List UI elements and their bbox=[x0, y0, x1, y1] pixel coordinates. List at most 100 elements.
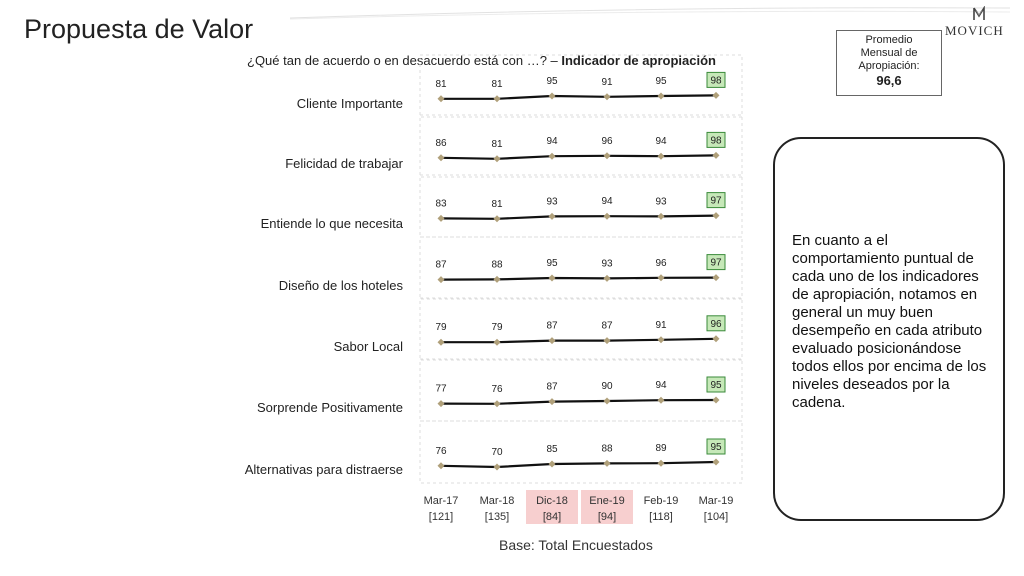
data-point-marker bbox=[712, 396, 720, 404]
data-label: 83 bbox=[435, 198, 447, 209]
row-guide-box bbox=[419, 236, 743, 300]
data-label: 70 bbox=[491, 447, 503, 458]
data-label: 91 bbox=[601, 77, 613, 88]
data-point-marker bbox=[437, 400, 445, 408]
data-label: 81 bbox=[491, 199, 503, 210]
average-value: 96,6 bbox=[876, 73, 902, 88]
sample-size-label: [121] bbox=[429, 511, 453, 523]
data-label: 87 bbox=[435, 260, 447, 271]
data-label: 95 bbox=[546, 76, 558, 87]
data-point-marker bbox=[657, 212, 665, 220]
x-tick-label: Feb-19 bbox=[644, 495, 679, 507]
data-point-marker bbox=[493, 463, 501, 471]
latest-value-box bbox=[706, 192, 726, 209]
sample-size-label: [135] bbox=[485, 511, 509, 523]
data-point-marker bbox=[603, 274, 611, 282]
data-point-marker bbox=[712, 151, 720, 159]
sample-size-label: [118] bbox=[649, 511, 673, 523]
data-point-marker bbox=[548, 92, 556, 100]
data-label: 96 bbox=[655, 258, 667, 269]
row-guide-box bbox=[419, 297, 743, 361]
data-label: 81 bbox=[491, 79, 503, 90]
series-label: Entiende lo que necesita bbox=[261, 216, 404, 231]
data-point-marker bbox=[657, 274, 665, 282]
base-label: Base: Total Encuestados bbox=[499, 537, 653, 553]
data-point-marker bbox=[712, 212, 720, 220]
data-point-marker bbox=[603, 337, 611, 345]
data-point-marker bbox=[493, 155, 501, 163]
data-label: 97 bbox=[710, 258, 722, 269]
data-label: 95 bbox=[710, 442, 722, 453]
row-guide-box bbox=[419, 114, 743, 178]
brand-name: MOVICH bbox=[945, 23, 1004, 38]
x-tick-label: Dic-18 bbox=[536, 495, 568, 507]
series-line bbox=[441, 94, 717, 100]
data-label: 76 bbox=[491, 384, 503, 395]
data-point-marker bbox=[603, 397, 611, 405]
data-label: 77 bbox=[435, 384, 447, 395]
data-point-marker bbox=[437, 154, 445, 162]
data-label: 90 bbox=[601, 381, 613, 392]
data-label: 85 bbox=[546, 444, 558, 455]
data-point-marker bbox=[493, 215, 501, 223]
series-label: Felicidad de trabajar bbox=[285, 156, 403, 171]
data-point-marker bbox=[603, 93, 611, 101]
data-point-marker bbox=[548, 212, 556, 220]
sample-size-label: [84] bbox=[543, 511, 561, 523]
data-point-marker bbox=[603, 212, 611, 220]
data-point-marker bbox=[548, 337, 556, 345]
data-label: 79 bbox=[491, 322, 503, 333]
data-label: 96 bbox=[710, 319, 722, 330]
x-tick-label: Mar-17 bbox=[424, 495, 459, 507]
chart-subtitle: ¿Qué tan de acuerdo o en desacuerdo está… bbox=[247, 53, 716, 68]
data-label: 88 bbox=[491, 259, 503, 270]
data-label: 94 bbox=[546, 136, 558, 147]
row-guide-box bbox=[419, 54, 743, 118]
data-point-marker bbox=[493, 338, 501, 346]
data-point-marker bbox=[712, 335, 720, 343]
data-point-marker bbox=[657, 396, 665, 404]
data-label: 86 bbox=[435, 138, 447, 149]
data-point-marker bbox=[603, 152, 611, 160]
series-line bbox=[440, 460, 717, 469]
x-tick-label: Ene-19 bbox=[589, 495, 624, 507]
data-label: 79 bbox=[435, 322, 447, 333]
data-point-marker bbox=[603, 459, 611, 467]
data-point-marker bbox=[712, 91, 720, 99]
data-label: 87 bbox=[546, 382, 558, 393]
data-label: 76 bbox=[435, 446, 447, 457]
period-highlight bbox=[581, 490, 633, 524]
data-label: 91 bbox=[655, 320, 667, 331]
latest-value-box bbox=[706, 438, 726, 455]
movich-logo-icon bbox=[973, 6, 985, 20]
data-label: 94 bbox=[655, 136, 667, 147]
data-label: 97 bbox=[710, 196, 722, 207]
data-point-marker bbox=[437, 276, 445, 284]
x-tick-label: Mar-19 bbox=[699, 495, 734, 507]
data-point-marker bbox=[437, 95, 445, 103]
data-label: 81 bbox=[435, 79, 447, 90]
row-guide-box bbox=[419, 420, 743, 484]
latest-value-box bbox=[706, 131, 726, 148]
sample-size-label: [94] bbox=[598, 511, 616, 523]
row-guide-box bbox=[419, 174, 743, 238]
data-label: 89 bbox=[655, 443, 667, 454]
data-label: 95 bbox=[655, 76, 667, 87]
data-label: 87 bbox=[601, 321, 613, 332]
data-point-marker bbox=[657, 92, 665, 100]
data-label: 94 bbox=[655, 380, 667, 391]
note-box bbox=[773, 137, 1005, 521]
series-label: Cliente Importante bbox=[297, 96, 403, 111]
series-line bbox=[440, 214, 717, 220]
subtitle-indicator: Indicador de apropiación bbox=[561, 53, 716, 68]
series-line bbox=[440, 276, 717, 281]
series-line bbox=[440, 154, 717, 160]
row-guide-box bbox=[419, 358, 743, 422]
data-label: 98 bbox=[710, 135, 722, 146]
data-label: 87 bbox=[546, 321, 558, 332]
data-label: 81 bbox=[491, 139, 503, 150]
latest-value-box bbox=[706, 71, 726, 88]
x-tick-label: Mar-18 bbox=[480, 495, 515, 507]
data-point-marker bbox=[493, 400, 501, 408]
series-label: Sorprende Positivamente bbox=[257, 400, 403, 415]
